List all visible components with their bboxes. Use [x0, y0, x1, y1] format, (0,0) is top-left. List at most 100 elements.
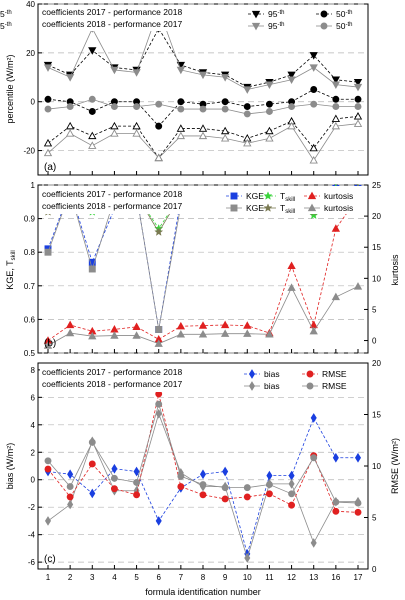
- panel-c-legend-marker-rmse-2018-2017: [306, 382, 314, 390]
- panel-a-point-95-th-2017-2018-12: [287, 71, 296, 80]
- panel-a-legend-label-superscript: -th: [5, 10, 12, 16]
- panel-a-y-tick-label: 40: [26, 0, 35, 9]
- panel-a-point-50-th-2017-2018-13: [310, 86, 318, 93]
- panel-a-point-5-th-2018-2017-10: [243, 138, 252, 147]
- panel-b-y-axis-label-main: KGE, T: [5, 260, 15, 290]
- panel-c-point-bias-2018-2017-6: [155, 408, 162, 419]
- panel-a-legend-label-superscript: -th: [277, 22, 284, 28]
- panel-c-point-bias-2017-2018-16: [332, 452, 339, 463]
- panel-b-series-kurtosis-2018-2017: [43, 282, 363, 349]
- panel-c-point-rmse-2018-2017-5: [133, 479, 141, 486]
- panel-a-series-95-th-2017-2018: [43, 25, 363, 92]
- panel-b-y2-tick-label: 5: [372, 305, 377, 314]
- x-tick-label-13: 13: [309, 573, 318, 582]
- panel-c-point-rmse-2017-2018-4: [110, 485, 118, 493]
- panel-c-plot-frame: [37, 362, 369, 570]
- panel-c-point-rmse-2018-2017-3: [88, 438, 96, 446]
- x-axis-label: formula identification number: [145, 587, 261, 597]
- panel-c-series-rmse-2018-2017: [44, 400, 362, 507]
- panel-c-y2-ticks: 0 5 10 15 20: [364, 359, 381, 574]
- panel-b-point-kurtosis-2018-2017-7: [176, 330, 186, 338]
- panel-c-point-rmse-2018-2017-1: [44, 457, 52, 465]
- panel-a-point-5-th-2017-2018-4: [110, 121, 119, 130]
- panel-a-point-5-th-2018-2017-9: [220, 134, 230, 142]
- panel-b-y2-tick-label: 0: [372, 337, 377, 346]
- panel-c-point-rmse-2017-2018-11: [265, 490, 273, 498]
- panel-c-point-rmse-2017-2018-12: [288, 501, 296, 509]
- panel-c-legend-marker-rmse-2017-2018: [306, 370, 314, 378]
- panel-c-point-rmse-2017-2018-17: [354, 508, 362, 516]
- panel-a-legend-label-50-th-2018-2017: 50-th: [336, 21, 352, 31]
- panel-a-point-5-th-2018-2017-3: [88, 141, 97, 149]
- panel-c-point-rmse-2018-2017-9: [221, 484, 229, 492]
- panel-b-point-kurtosis-2018-2017-17: [353, 282, 363, 290]
- panel-a-point-5-th-2017-2018-3: [88, 131, 97, 140]
- panel-a-point-5-th-2018-2017-7: [176, 131, 186, 140]
- panel-b-point-kurtosis-2018-2017-2: [65, 328, 75, 337]
- panel-a-legend-label-95-th-2018-2017: 95-th: [268, 21, 284, 31]
- panel-a-series-layer: [43, 5, 363, 164]
- panel-a-point-95-th-2018-2017-1: [43, 64, 53, 72]
- panel-b-y2-tick-label: 20: [372, 212, 381, 221]
- panel-a-legend-label-95-th-2017-2018: 95-th: [268, 9, 284, 19]
- panel-c-y-tick-label: -4: [28, 531, 36, 540]
- panel-b-point-kurtosis-2018-2017-3: [88, 331, 97, 340]
- panel-a-point-5-th-2017-2018-11: [265, 126, 274, 135]
- panel-a-label: (a): [44, 162, 56, 173]
- panel-b-y-tick-label: 0.9: [24, 215, 36, 224]
- panel-c-y-tick-label: 8: [31, 366, 36, 375]
- panel-a-series-95-th-2018-2017: [43, 5, 363, 94]
- panel-a-point-95-th-2018-2017-9: [220, 74, 230, 82]
- panel-b-y-axis-label-subscript: skill: [11, 250, 17, 260]
- panel-c-legend-label-bias-2018-2017: bias: [264, 381, 280, 391]
- panel-c-point-rmse-2017-2018-7: [177, 483, 185, 491]
- panel-a-point-50-th-2017-2018-6: [155, 122, 163, 130]
- panel-c-point-rmse-2018-2017-12: [288, 490, 296, 498]
- panel-b-point-kurtosis-2018-2017-13: [309, 326, 318, 335]
- panel-a-point-50-th-2017-2018-17: [354, 95, 362, 103]
- panel-a-point-5-th-2017-2018-2: [65, 121, 75, 130]
- panel-a-point-50-th-2018-2017-11: [265, 108, 273, 115]
- panel-a-legend-marker-95-th-2017-2018: [251, 10, 261, 19]
- panel-b-legend-label-kurtosis-2017-2018: kurtosis: [324, 191, 353, 201]
- panel-a-point-50-th-2017-2018-3: [88, 108, 96, 115]
- panel-a-series-50-th-2018-2017: [44, 95, 362, 118]
- panel-a-y-ticks: -20 0 20 40: [23, 0, 42, 156]
- panel-a-legend-label-superscript: -th: [345, 22, 352, 28]
- x-tick-label-9: 9: [223, 573, 228, 582]
- x-tick-label-6: 6: [156, 573, 161, 582]
- panel-a-point-95-th-2018-2017-17: [353, 83, 363, 92]
- panel-c-point-rmse-2018-2017-7: [177, 472, 185, 480]
- panel-b-legend-marker-kge-2017-2018: [230, 192, 238, 200]
- panel-a-point-5-th-2018-2017-17: [353, 119, 363, 127]
- panel-b-point-kurtosis-2017-2018-4: [110, 325, 119, 333]
- panel-b-y-tick-label: 1: [31, 181, 36, 190]
- panel-b-y-tick-label: 0.7: [24, 282, 36, 291]
- panel-b-y2-tick-label: 10: [372, 274, 381, 283]
- panel-c-y-tick-label: 2: [31, 448, 36, 457]
- panel-b-y2-ticks: 0 5 10 15 20 25: [364, 181, 381, 346]
- panel-a-point-95-th-2018-2017-7: [176, 66, 186, 75]
- panel-a-legend-entries: 95-th 95-th 50-th 50-th 5-th 5-th: [0, 9, 352, 31]
- panel-a-point-5-th-2018-2017-12: [287, 121, 296, 130]
- x-tick-label-2: 2: [68, 573, 73, 582]
- x-tick-label-17: 17: [354, 573, 363, 582]
- panel-b-point-kge-2017-2018-3: [88, 258, 96, 266]
- panel-b-point-kurtosis-2017-2018-12: [287, 261, 296, 270]
- panel-a-legend-label-50-th-2017-2018: 50-th: [336, 9, 352, 19]
- panel-a-point-5-th-2017-2018-1: [43, 138, 53, 147]
- panel-b-point-kurtosis-2018-2017-4: [110, 331, 119, 339]
- panel-c-point-bias-2017-2018-3: [89, 488, 96, 499]
- panel-c-point-rmse-2018-2017-8: [199, 481, 207, 489]
- panel-c-point-rmse-2017-2018-5: [133, 491, 141, 499]
- panel-c-legend-label-bias-2017-2018: bias: [264, 369, 280, 379]
- panel-c-y2-tick-label: 15: [372, 411, 381, 420]
- panel-c-point-rmse-2017-2018-8: [199, 491, 207, 499]
- panel-a-legend-marker-50-th-2017-2018: [320, 10, 328, 18]
- panel-b-point-kurtosis-2017-2018-9: [220, 320, 230, 329]
- panel-a-y-axis-label: percentile (W/m²): [5, 54, 15, 123]
- panel-c-y2-tick-label: 20: [372, 359, 381, 368]
- panel-b-point-t-skill-2018-2017-6: [154, 227, 164, 236]
- panel-c-point-bias-2018-2017-1: [44, 516, 52, 526]
- panel-b-legend-marker-t-skill-2018-2017: [263, 203, 273, 212]
